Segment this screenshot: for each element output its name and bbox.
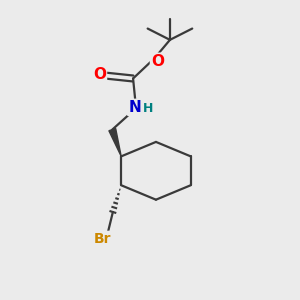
Text: Br: Br <box>94 232 111 246</box>
Text: O: O <box>93 67 106 82</box>
Text: O: O <box>151 54 164 69</box>
Polygon shape <box>109 128 121 156</box>
Text: N: N <box>128 100 141 115</box>
Text: H: H <box>143 102 153 115</box>
